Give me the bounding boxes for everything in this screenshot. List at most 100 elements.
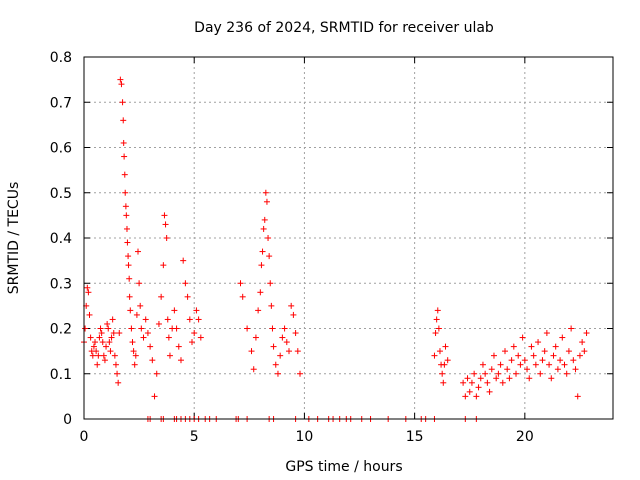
data-point [191, 330, 198, 337]
data-point [101, 357, 108, 364]
data-point [132, 352, 139, 359]
data-point [142, 316, 149, 323]
data-point [122, 189, 129, 196]
data-point [524, 366, 531, 373]
data-point [440, 379, 447, 386]
data-point [116, 330, 123, 337]
data-point [244, 325, 251, 332]
data-point [153, 370, 160, 377]
data-point [161, 212, 168, 219]
data-point [510, 343, 517, 350]
data-point [82, 325, 89, 332]
data-point [581, 348, 588, 355]
data-point [97, 325, 104, 332]
data-point [439, 370, 446, 377]
data-point [180, 257, 187, 264]
data-point [87, 334, 94, 341]
data-point [526, 375, 533, 382]
grid-layer [84, 57, 613, 419]
data-point [290, 311, 297, 318]
data-point [105, 325, 112, 332]
y-tick-label: 0.5 [50, 186, 72, 202]
x-tick-label: 20 [516, 429, 534, 445]
data-point [123, 212, 130, 219]
data-point [528, 343, 535, 350]
data-point [263, 198, 270, 205]
data-point [104, 320, 111, 327]
tick-labels: 0 5 10 15 20 0 0.1 0.2 0.3 0.4 0.5 0.6 0.7 0.8 [50, 50, 534, 445]
data-point [285, 348, 292, 355]
data-point [281, 325, 288, 332]
data-point [266, 253, 273, 260]
data-point [85, 289, 92, 296]
data-point [464, 375, 471, 382]
data-point [559, 334, 566, 341]
data-point [539, 357, 546, 364]
data-point [259, 248, 266, 255]
data-point [109, 316, 116, 323]
data-point [99, 339, 106, 346]
data-point [103, 343, 110, 350]
data-point [125, 253, 132, 260]
x-tick-label: 10 [296, 429, 314, 445]
data-point [568, 325, 575, 332]
data-point [126, 275, 133, 282]
data-point [554, 366, 561, 373]
data-point [563, 370, 570, 377]
data-point [125, 262, 132, 269]
data-point [269, 325, 276, 332]
y-tick-label: 0.3 [50, 276, 72, 292]
data-point [128, 325, 135, 332]
data-point [160, 262, 167, 269]
data-point [493, 375, 500, 382]
data-point [565, 348, 572, 355]
data-point [112, 361, 119, 368]
data-point [122, 203, 129, 210]
data-point [260, 225, 267, 232]
data-point [120, 139, 127, 146]
data-point [193, 307, 200, 314]
data-point [508, 357, 515, 364]
data-point [250, 366, 257, 373]
data-point [515, 352, 522, 359]
data-point [574, 393, 581, 400]
data-point [283, 339, 290, 346]
data-point [86, 311, 93, 318]
data-point [173, 325, 180, 332]
data-point [272, 361, 279, 368]
data-point [530, 352, 537, 359]
data-point [130, 348, 137, 355]
data-point [123, 225, 130, 232]
data-point [546, 361, 553, 368]
data-point [95, 352, 102, 359]
data-point [121, 171, 128, 178]
data-point [121, 153, 128, 160]
data-point [444, 357, 451, 364]
data-point [532, 361, 539, 368]
data-point [468, 379, 475, 386]
data-point [579, 339, 586, 346]
data-point [127, 307, 134, 314]
data-point [239, 293, 246, 300]
data-point [140, 334, 147, 341]
data-point [583, 330, 590, 337]
data-point [466, 388, 473, 395]
y-tick-label: 0.6 [50, 141, 72, 157]
data-point [90, 343, 97, 350]
data-point [265, 235, 272, 241]
data-point [499, 379, 506, 386]
data-point [255, 307, 262, 314]
x-tick-label: 5 [190, 429, 199, 445]
data-point [84, 284, 91, 291]
data-point [431, 352, 438, 359]
data-point [189, 339, 196, 346]
data-point [158, 293, 165, 300]
data-point [548, 375, 555, 382]
data-point [471, 370, 478, 377]
data-point [114, 370, 121, 377]
data-point [162, 221, 169, 228]
data-point [576, 352, 583, 359]
data-point [89, 352, 96, 359]
x-axis-label: GPS time / hours [285, 459, 402, 475]
